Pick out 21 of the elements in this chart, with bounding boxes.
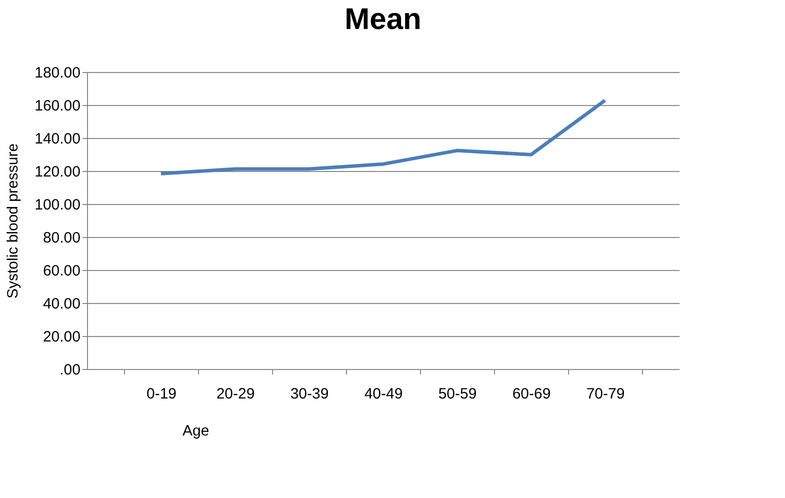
x-tick-label: 0-19 bbox=[146, 386, 177, 402]
y-tick-label: 20.00 bbox=[42, 328, 80, 346]
y-tick-label: 60.00 bbox=[42, 262, 80, 280]
y-tick-label: 180.00 bbox=[34, 64, 80, 82]
line-series bbox=[159, 98, 607, 176]
x-tick-label: 60-69 bbox=[512, 386, 551, 402]
y-axis-title: Systolic blood pressure bbox=[4, 143, 22, 299]
x-tick-label: 20-29 bbox=[216, 386, 255, 402]
y-tick-label: 120.00 bbox=[34, 164, 80, 180]
x-tick-label: 30-39 bbox=[290, 386, 329, 402]
y-tick-label: .00 bbox=[60, 362, 80, 378]
y-tick-label: 40.00 bbox=[42, 296, 80, 312]
y-tick-label: 140.00 bbox=[34, 130, 80, 148]
x-axis-title: Age bbox=[182, 422, 210, 440]
y-tick-label: 80.00 bbox=[42, 230, 80, 246]
x-tick-label: 50-59 bbox=[438, 386, 477, 402]
chart-title: Mean bbox=[344, 3, 422, 36]
x-tick-label: 40-49 bbox=[364, 386, 403, 402]
y-tick-label: 160.00 bbox=[34, 98, 80, 114]
x-tick-label: 70-79 bbox=[586, 386, 625, 402]
y-tick-label: 100.00 bbox=[34, 196, 80, 214]
